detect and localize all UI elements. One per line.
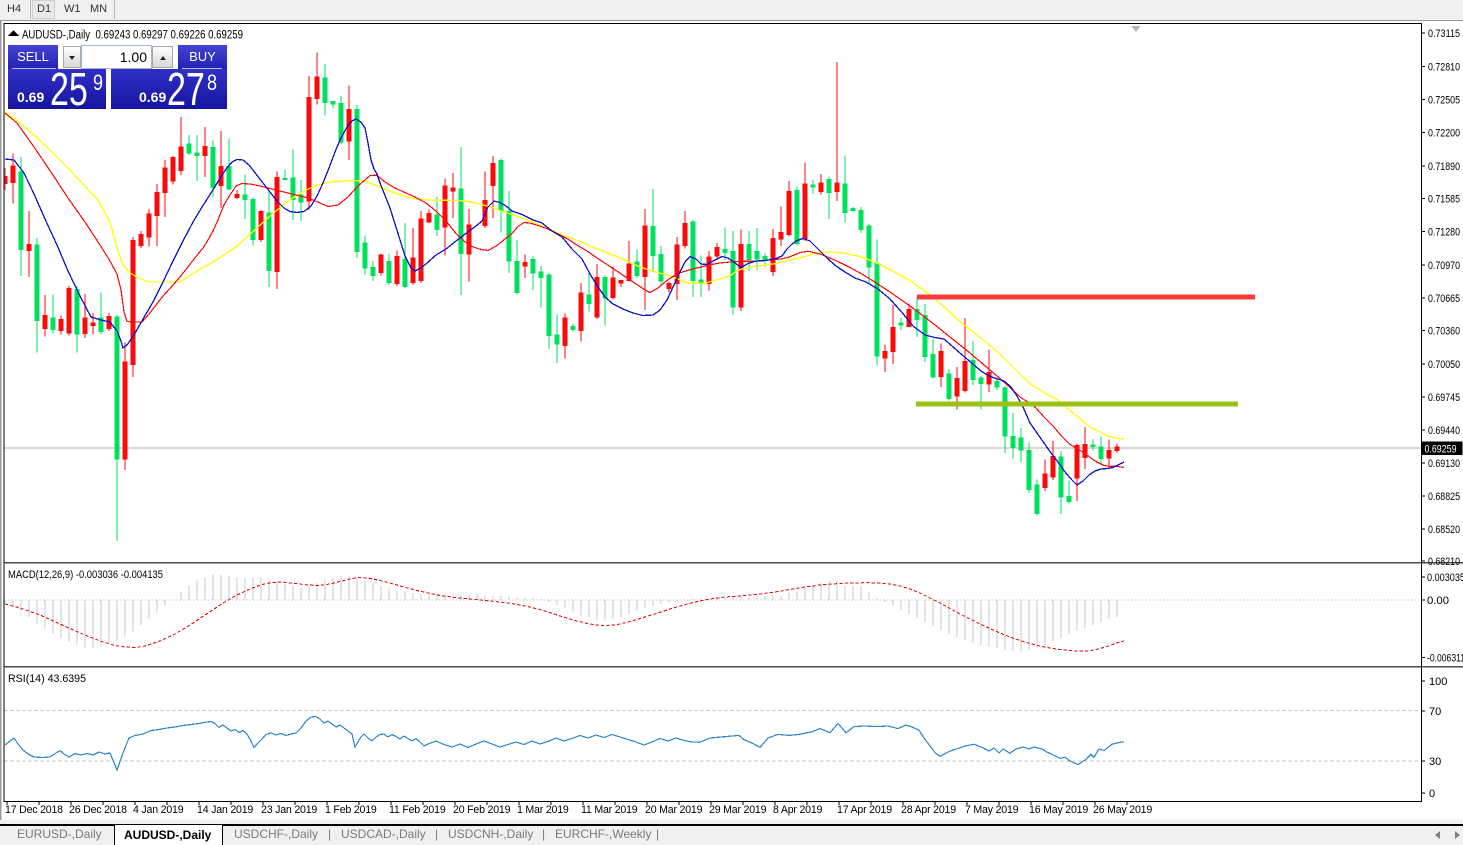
svg-text:0.73115: 0.73115	[1428, 28, 1460, 40]
svg-text:0.71280: 0.71280	[1428, 227, 1460, 239]
svg-text:0.70050: 0.70050	[1428, 359, 1460, 371]
svg-text:7 May 2019: 7 May 2019	[965, 804, 1019, 816]
svg-text:16 May 2019: 16 May 2019	[1029, 804, 1088, 816]
svg-text:1 Feb 2019: 1 Feb 2019	[325, 804, 377, 816]
svg-text:0.69440: 0.69440	[1428, 425, 1460, 437]
svg-text:0.71890: 0.71890	[1428, 161, 1460, 173]
svg-text:100: 100	[1429, 676, 1447, 688]
svg-text:0.72810: 0.72810	[1428, 62, 1460, 74]
svg-text:70: 70	[1429, 706, 1441, 718]
svg-text:4 Jan 2019: 4 Jan 2019	[133, 804, 184, 816]
svg-text:0.70970: 0.70970	[1428, 260, 1460, 272]
svg-text:0: 0	[1429, 788, 1435, 800]
svg-text:20 Mar 2019: 20 Mar 2019	[645, 804, 703, 816]
svg-text:17 Dec 2018: 17 Dec 2018	[5, 804, 63, 816]
svg-text:0.00: 0.00	[1427, 595, 1449, 607]
svg-text:0.68210: 0.68210	[1428, 556, 1460, 568]
svg-text:MACD(12,26,9) -0.003036 -0.004: MACD(12,26,9) -0.003036 -0.004135	[8, 569, 163, 581]
svg-text:0.68825: 0.68825	[1428, 491, 1460, 503]
svg-text:26 May 2019: 26 May 2019	[1093, 804, 1152, 816]
svg-text:14 Jan 2019: 14 Jan 2019	[197, 804, 253, 816]
svg-text:-0.006311: -0.006311	[1427, 653, 1463, 665]
svg-text:0.69259: 0.69259	[1425, 443, 1457, 455]
svg-text:AUDUSD-,Daily 0.69243 0.69297: AUDUSD-,Daily 0.69243 0.69297 0.69226 0.…	[22, 30, 243, 42]
svg-text:23 Jan 2019: 23 Jan 2019	[261, 804, 317, 816]
svg-text:11 Feb 2019: 11 Feb 2019	[389, 804, 446, 816]
svg-text:0.72200: 0.72200	[1428, 128, 1460, 140]
svg-text:0.70360: 0.70360	[1428, 326, 1460, 338]
svg-text:11 Mar 2019: 11 Mar 2019	[581, 804, 638, 816]
svg-text:1 Mar 2019: 1 Mar 2019	[517, 804, 569, 816]
svg-text:28 Apr 2019: 28 Apr 2019	[901, 804, 956, 816]
svg-text:26 Dec 2018: 26 Dec 2018	[69, 804, 127, 816]
svg-text:20 Feb 2019: 20 Feb 2019	[453, 804, 511, 816]
svg-text:0.72505: 0.72505	[1428, 95, 1460, 107]
svg-text:0.003035: 0.003035	[1427, 572, 1463, 584]
svg-text:0.71585: 0.71585	[1428, 194, 1460, 206]
svg-text:0.70665: 0.70665	[1428, 293, 1460, 305]
svg-text:8 Apr 2019: 8 Apr 2019	[773, 804, 823, 816]
svg-text:0.69745: 0.69745	[1428, 392, 1460, 404]
svg-text:17 Apr 2019: 17 Apr 2019	[837, 804, 892, 816]
svg-text:RSI(14) 43.6395: RSI(14) 43.6395	[8, 673, 86, 685]
svg-text:0.68520: 0.68520	[1428, 524, 1460, 536]
svg-text:30: 30	[1429, 756, 1441, 768]
svg-text:29 Mar 2019: 29 Mar 2019	[709, 804, 767, 816]
svg-text:0.69130: 0.69130	[1428, 458, 1460, 470]
